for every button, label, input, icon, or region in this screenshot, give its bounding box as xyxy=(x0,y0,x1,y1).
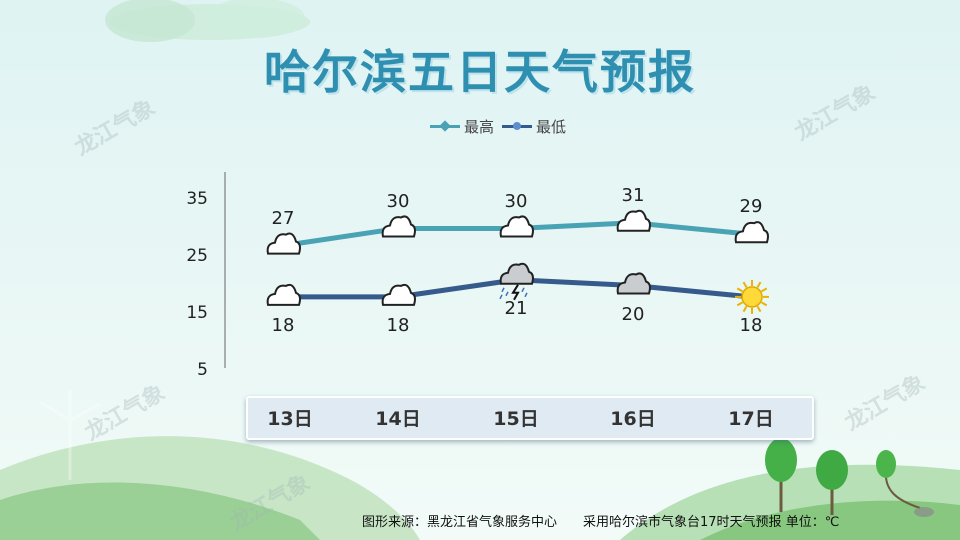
footer-source: 图形来源：黑龙江省气象服务中心 xyxy=(362,515,558,530)
overcast-cloud-icon xyxy=(616,272,651,295)
page-title: 哈尔滨五日天气预报 xyxy=(264,45,696,99)
y-tick-label: 5 xyxy=(197,360,208,380)
cloud-icon xyxy=(734,221,769,244)
x-tick-label: 13日 xyxy=(267,408,313,430)
y-tick-label: 15 xyxy=(186,303,208,323)
data-label-high: 27 xyxy=(271,207,295,229)
data-label-high: 30 xyxy=(386,190,410,212)
cloud-icon xyxy=(381,283,416,306)
date-bar xyxy=(246,396,814,440)
data-label-low: 18 xyxy=(739,314,763,336)
data-label-low: 21 xyxy=(504,297,528,319)
cloud-icon xyxy=(266,232,301,255)
footer: 图形来源：黑龙江省气象服务中心 采用哈尔滨市气象台17时天气预报 单位：℃ xyxy=(362,511,839,530)
legend-swatch-high xyxy=(430,119,460,133)
chart-legend: 最高 最低 xyxy=(430,116,566,136)
sun-icon xyxy=(735,279,769,314)
y-tick-label: 35 xyxy=(186,189,208,209)
tree-icon xyxy=(816,450,848,515)
thunderstorm-icon xyxy=(499,262,534,301)
data-label-high: 31 xyxy=(621,184,645,206)
data-label-low: 18 xyxy=(271,314,295,336)
x-tick-label: 17日 xyxy=(728,408,774,430)
footer-note: 采用哈尔滨市气象台17时天气预报 单位：℃ xyxy=(583,515,840,530)
data-label-high: 30 xyxy=(504,190,528,212)
legend-item-high: 最高 xyxy=(430,116,494,137)
wind-turbine-icon xyxy=(39,390,101,480)
legend-item-low: 最低 xyxy=(502,116,566,137)
cloud-icon xyxy=(266,283,301,306)
legend-swatch-low xyxy=(502,119,533,133)
cloud-icon xyxy=(381,215,416,238)
tree-icon xyxy=(765,438,797,512)
data-label-high: 29 xyxy=(739,196,763,218)
data-label-low: 20 xyxy=(621,303,645,325)
cloud-icon xyxy=(499,215,534,238)
x-tick-label: 14日 xyxy=(375,408,421,430)
tree-icon xyxy=(876,450,934,517)
legend-label-high: 最高 xyxy=(464,117,495,136)
legend-label-low: 最低 xyxy=(536,117,567,136)
data-label-low: 18 xyxy=(386,314,410,336)
y-tick-label: 25 xyxy=(186,246,208,266)
x-tick-label: 16日 xyxy=(610,408,656,430)
cloud-icon xyxy=(616,209,651,232)
x-tick-label: 15日 xyxy=(493,408,539,430)
